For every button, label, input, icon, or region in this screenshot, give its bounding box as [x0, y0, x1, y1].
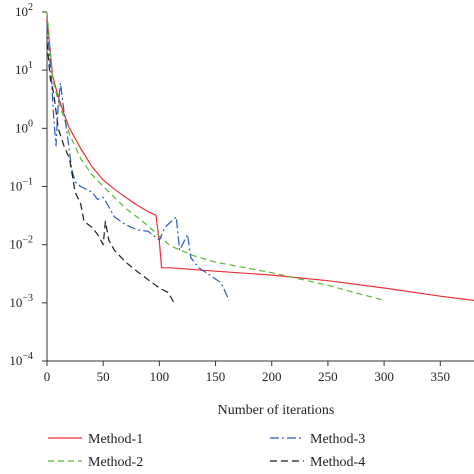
legend-label-method-2: Method-2 [88, 455, 143, 470]
x-tick-label: 100 [150, 369, 170, 384]
series-line-method-3 [46, 24, 230, 301]
legend-label-method-3: Method-3 [310, 432, 365, 447]
series-line-method-1 [46, 17, 474, 301]
x-tick-label: 150 [206, 369, 226, 384]
x-tick-label: 300 [374, 369, 394, 384]
series-line-method-4 [46, 42, 175, 304]
y-tick-label: 10−2 [9, 235, 33, 252]
legend-label-method-4: Method-4 [310, 455, 365, 470]
y-tick-label: 100 [15, 118, 33, 135]
plot-area: 102 101 100 10−1 10−2 10−3 10−4 0 50 100 150 200 25… [9, 2, 474, 384]
series-line-method-2 [46, 11, 385, 301]
y-tick-label: 102 [15, 2, 33, 19]
y-tick-label: 10−1 [9, 177, 33, 194]
x-tick-label: 200 [262, 369, 282, 384]
legend: Method-1 Method-3 Method-2 Method-4 [48, 432, 365, 470]
legend-label-method-1: Method-1 [88, 432, 143, 447]
y-tick-label: 101 [15, 60, 33, 77]
series-group [46, 11, 474, 304]
x-axis-ticks: 0 50 100 150 200 250 300 350 [44, 361, 450, 384]
y-tick-label: 10−4 [9, 351, 33, 368]
x-tick-label: 250 [318, 369, 338, 384]
y-tick-label: 10−3 [9, 293, 33, 310]
x-tick-label: 0 [44, 369, 51, 384]
x-tick-label: 350 [431, 369, 451, 384]
y-axis-ticks: 102 101 100 10−1 10−2 10−3 10−4 [9, 2, 47, 368]
x-axis-title: Number of iterations [218, 403, 335, 418]
x-tick-label: 50 [97, 369, 110, 384]
